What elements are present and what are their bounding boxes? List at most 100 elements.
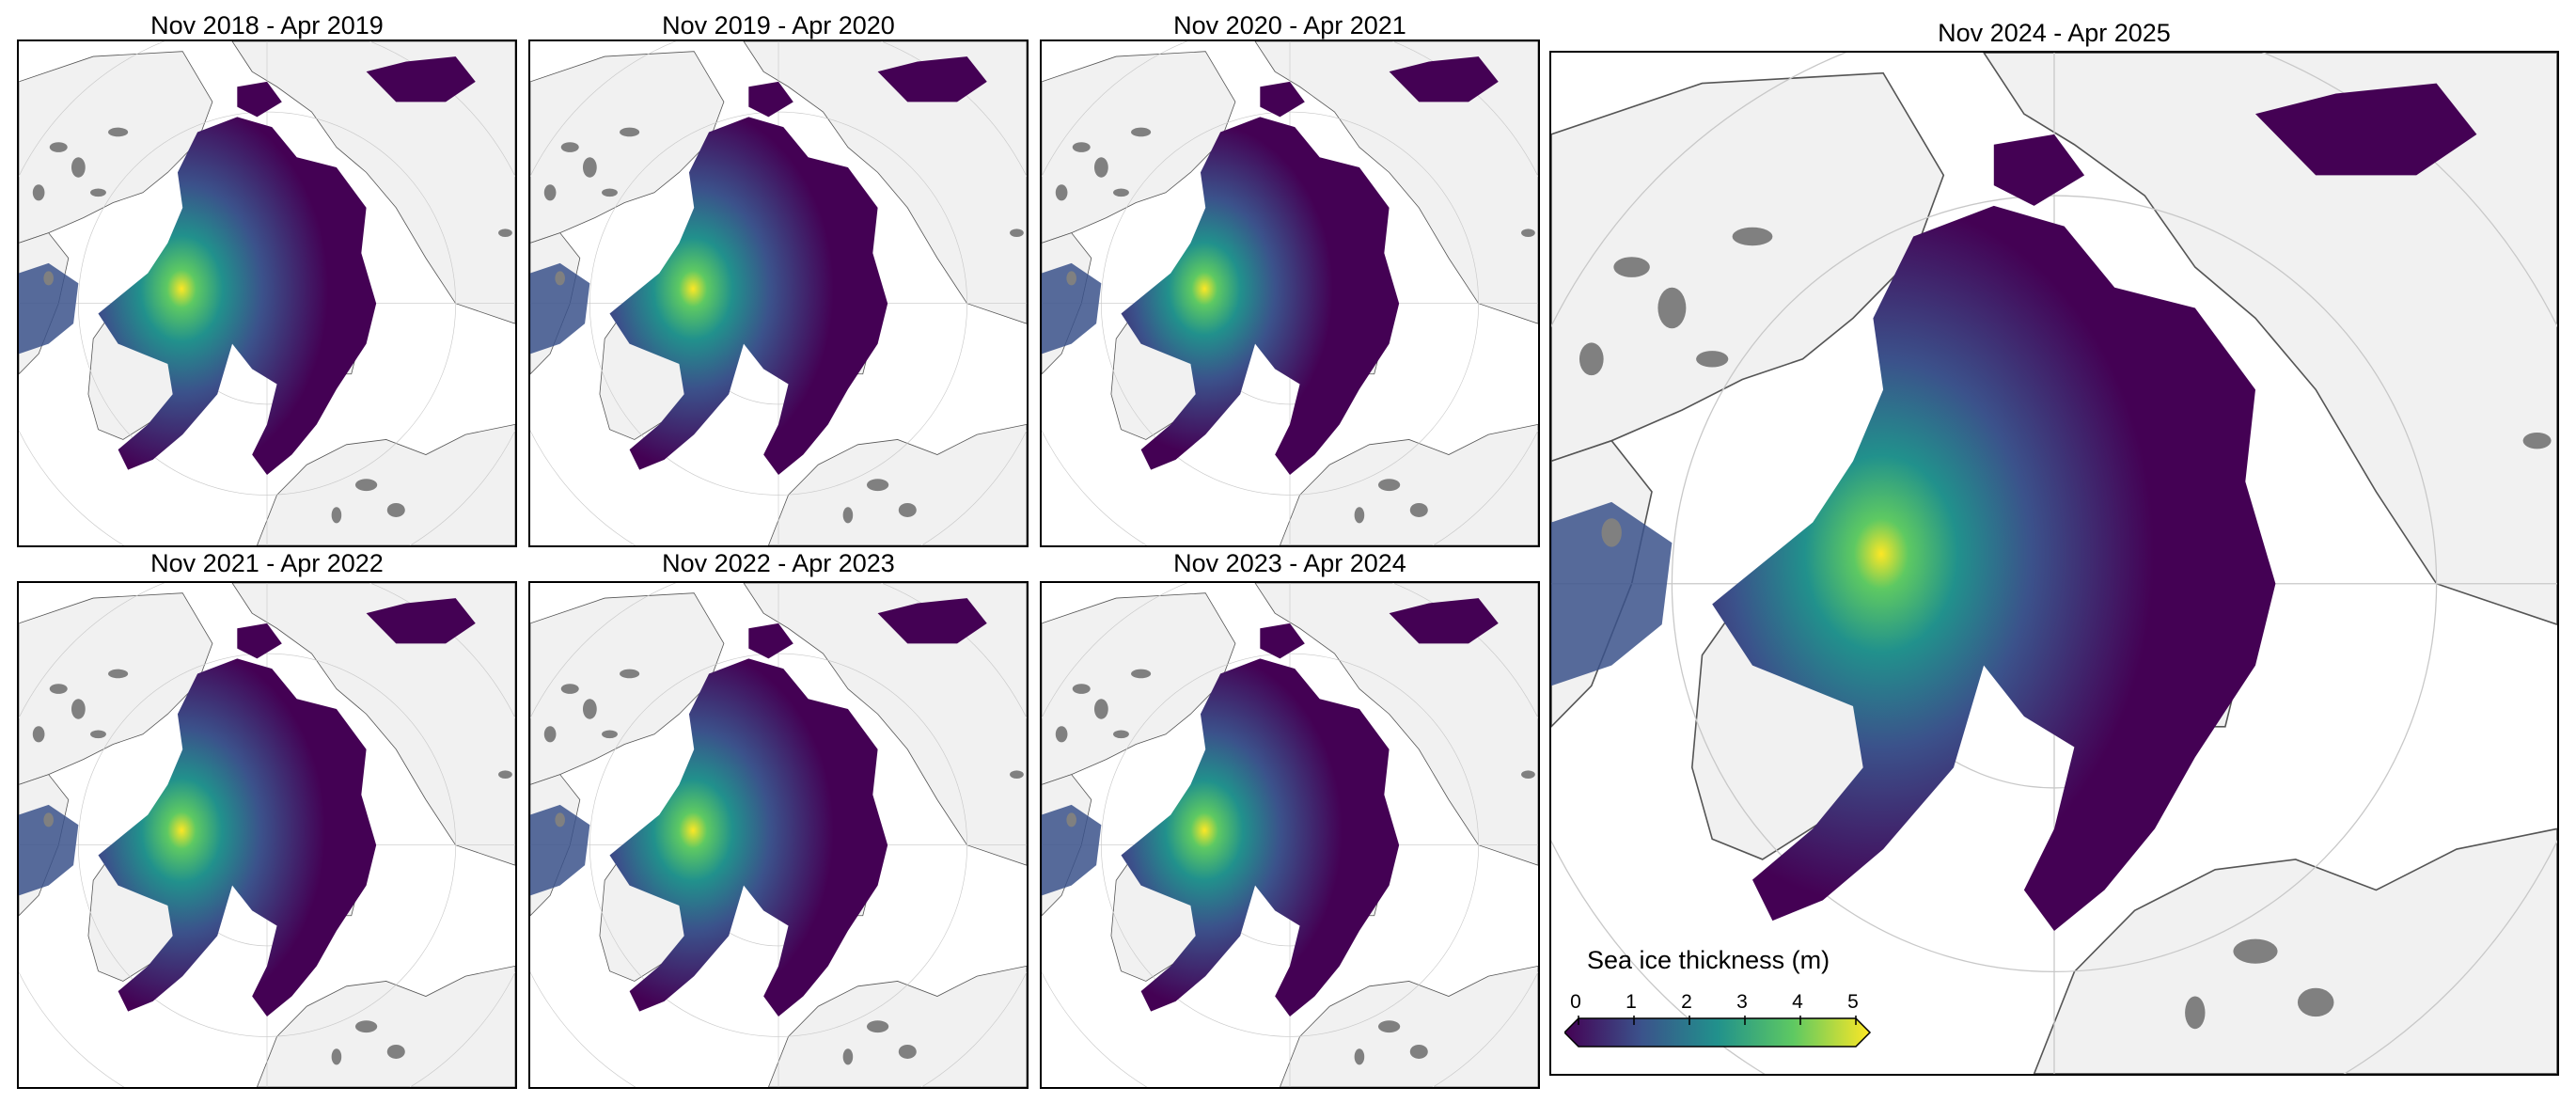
map-frame [528,39,1029,547]
lake [1377,1020,1401,1033]
map-frame [1549,51,2559,1076]
arctic-map [530,41,1027,545]
lake [1601,518,1622,547]
colorbar-tick-label: 0 [1570,991,1581,1013]
lake [602,730,618,739]
bering-ice [237,622,282,659]
lake [386,502,405,517]
colorbar-tick-label: 4 [1792,991,1803,1013]
lake [71,699,86,719]
lake [620,669,640,679]
siberia-land [743,583,1027,866]
map-frame [17,581,517,1089]
arctic-map [530,583,1027,1087]
lake [108,127,129,137]
colorbar-bar [1564,1016,1872,1048]
panel-title: Nov 2024 - Apr 2025 [1938,19,2171,47]
colorbar: Sea ice thickness (m) 0 1 2 3 4 5 [1564,940,1875,1067]
lake [543,184,557,201]
lake [1131,127,1152,137]
lake [90,188,106,197]
lake [582,157,597,178]
lake [1113,730,1129,739]
panel-title: Nov 2020 - Apr 2021 [1173,11,1406,39]
map-frame [17,39,517,547]
okhotsk-ice [366,56,476,102]
map-panel-2021: Nov 2021 - Apr 2022 [17,549,517,1091]
lake [1093,699,1108,719]
lake [1010,228,1024,237]
lake [2522,432,2552,449]
bering-ice [748,622,793,659]
bering-ice [1993,134,2085,206]
hudson-bay-ice [530,262,590,355]
lake [1072,142,1091,152]
lake [331,1048,342,1065]
bering-ice [237,81,282,118]
hudson-bay-ice [1042,262,1102,355]
map-panel-2023: Nov 2023 - Apr 2024 [1040,549,1540,1091]
lake [1657,287,1687,329]
siberia-land [1254,41,1538,324]
sea-ice-extent [98,658,377,1016]
lake [1409,1044,1428,1059]
lake [498,770,512,779]
okhotsk-ice [877,598,987,644]
colorbar-gradient [1564,1017,1872,1048]
arctic-map [1042,583,1538,1087]
lake [1409,502,1428,517]
lake [602,188,618,197]
map-frame [1040,39,1540,547]
sea-ice-extent [609,658,888,1016]
lake [1521,228,1535,237]
arctic-map [1551,53,2557,1074]
map-panel-2018: Nov 2018 - Apr 2019 [17,0,517,547]
lake [1131,669,1152,679]
lake [498,228,512,237]
lake [620,127,640,137]
lake [354,1020,378,1033]
arctic-map [1042,41,1538,545]
colorbar-tick-label: 3 [1736,991,1748,1013]
panel-title: Nov 2019 - Apr 2020 [662,11,895,39]
lake [1072,684,1091,694]
lake [108,669,129,679]
lake [1521,770,1535,779]
lake [1732,227,1773,246]
bering-ice [748,81,793,118]
lake [43,812,54,827]
hudson-bay-ice [1551,501,1673,686]
lake [582,699,597,719]
lake [560,142,579,152]
lake [49,684,68,694]
lake [1377,479,1401,492]
panel-title: Nov 2023 - Apr 2024 [1173,549,1406,577]
sea-ice-extent [1121,658,1400,1016]
panel-title: Nov 2021 - Apr 2022 [150,549,384,577]
sea-ice-extent [1121,117,1400,475]
map-frame [528,581,1029,1089]
lake [331,507,342,524]
lake [1055,726,1068,743]
panel-title: Nov 2022 - Apr 2023 [662,549,895,577]
sea-ice-extent [609,117,888,475]
colorbar-tick-label: 2 [1681,991,1692,1013]
sea-ice-extent [98,117,377,475]
map-panel-2022: Nov 2022 - Apr 2023 [528,549,1029,1091]
sea-ice-extent [1712,205,2276,931]
map-panel-2024: Nov 2024 - Apr 2025 [1549,0,2559,1081]
map-panel-2020: Nov 2020 - Apr 2021 [1040,0,1540,547]
lake [555,812,565,827]
map-panel-2019: Nov 2019 - Apr 2020 [528,0,1029,547]
siberia-land [1983,53,2557,626]
lake [71,157,86,178]
bering-ice [1260,81,1305,118]
lake [1354,1048,1365,1065]
okhotsk-ice [366,598,476,644]
lake [32,726,45,743]
lake [1354,507,1365,524]
lake [560,684,579,694]
lake [1066,812,1076,827]
okhotsk-ice [1389,598,1499,644]
siberia-land [1254,583,1538,866]
